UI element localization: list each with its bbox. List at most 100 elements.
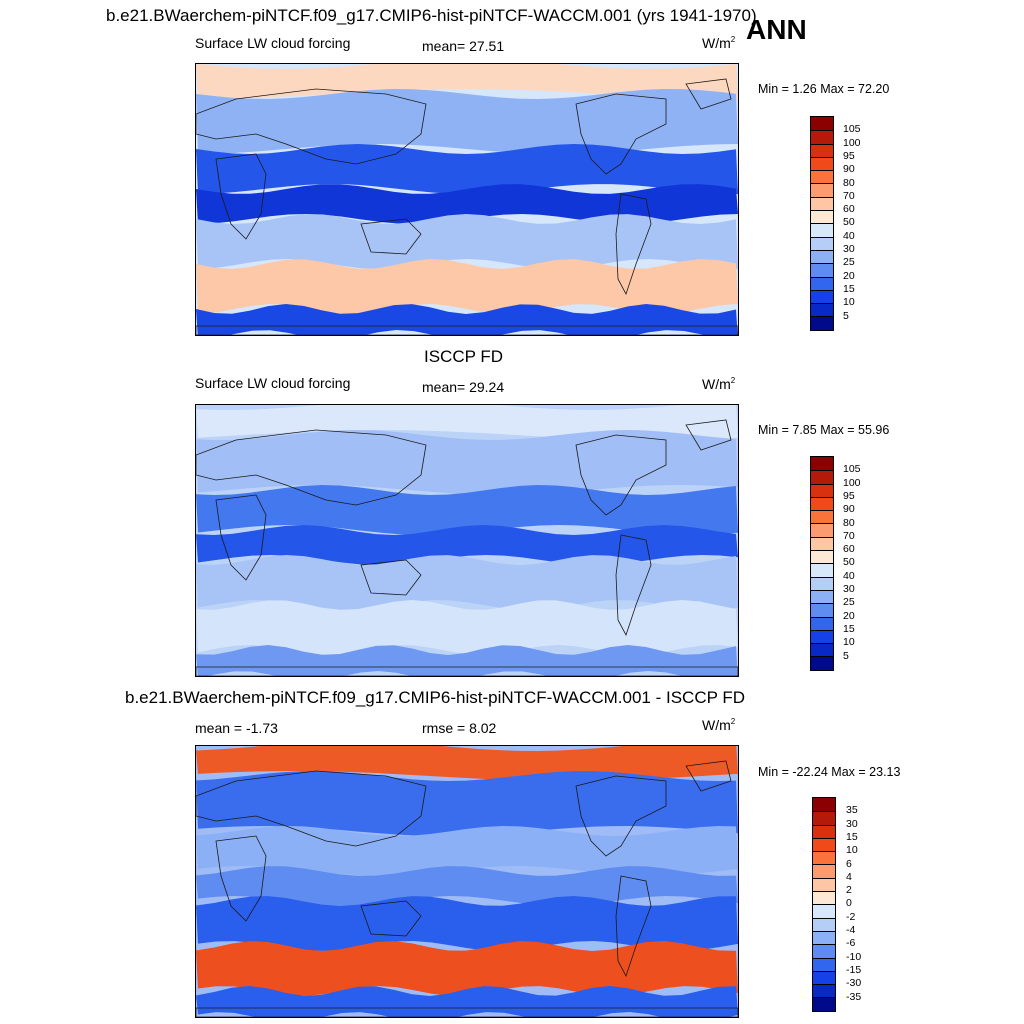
colorbar-swatch [813, 824, 835, 838]
colorbar-tick-label: 10 [843, 636, 855, 649]
panel-model-field-label: Surface LW cloud forcing [195, 35, 351, 51]
colorbar-swatch [811, 183, 833, 197]
colorbar-tick-label: 25 [843, 596, 855, 609]
panel-model-units: W/m2 [702, 35, 736, 51]
panel-obs-units: W/m2 [702, 376, 736, 392]
colorbar-swatch [811, 156, 833, 171]
coastline [215, 494, 267, 581]
colorbar-swatch [813, 957, 835, 971]
colorbar-tick-label: -35 [846, 990, 862, 1003]
panel-model-minmax: Min = 1.26 Max = 72.20 [758, 82, 890, 96]
colorbar-tick-label: 105 [843, 123, 861, 136]
colorbar-swatch [811, 523, 833, 537]
coastline [685, 78, 732, 110]
colorbar-swatch [813, 798, 835, 812]
coastline [615, 875, 652, 978]
colorbar-tick-label: 20 [843, 609, 855, 622]
field-band-itcz [196, 866, 738, 906]
colorbar-tick-label: -10 [846, 950, 862, 963]
panel-diff-map [195, 745, 739, 1018]
colorbar-tick-label: 50 [843, 556, 855, 569]
colorbar-tick-label: 30 [843, 583, 855, 595]
coastline [196, 325, 738, 335]
field-band-southern-ocean [196, 600, 738, 655]
colorbar-tick-label: 90 [843, 163, 855, 176]
field-band-antarctic [196, 304, 738, 335]
colorbar-tick-label: 70 [843, 189, 855, 202]
colorbar-tick-label: 30 [846, 817, 858, 830]
colorbar-swatch [813, 997, 835, 1011]
colorbar-tick-label: 70 [843, 529, 855, 542]
coastline [575, 775, 667, 857]
field-band-antarctic [196, 986, 738, 1017]
figure-title: b.e21.BWaerchem-piNTCF.f09_g17.CMIP6-his… [106, 6, 757, 25]
coastline [196, 429, 427, 506]
field-band-south-midlat [196, 214, 738, 269]
colorbar-tick-label: -30 [846, 977, 862, 990]
coastline [615, 193, 652, 296]
panel-diff-units: W/m2 [702, 717, 736, 733]
field-band-southern-ocean [196, 259, 738, 314]
colorbar-swatch [811, 536, 833, 551]
colorbar-tick-label: 15 [843, 282, 855, 295]
field-band-south-midlat [196, 555, 738, 610]
colorbar-swatch [813, 944, 835, 958]
coastline [575, 93, 667, 175]
season-label: ANN [746, 14, 807, 45]
coastline [685, 760, 732, 792]
colorbar-swatch [813, 891, 835, 905]
colorbar-swatch [811, 263, 833, 277]
colorbar-swatch [811, 210, 833, 224]
colorbar-swatch [811, 196, 833, 211]
colorbar-swatch [811, 130, 833, 144]
colorbar-tick-label: 100 [843, 476, 861, 489]
panel-model-map [195, 63, 739, 336]
colorbar-tick-label: 40 [843, 229, 855, 242]
field-band-itcz [196, 184, 738, 224]
field-band-antarctic [196, 645, 738, 676]
colorbar-swatch [811, 143, 833, 157]
panel-obs-minmax: Min = 7.85 Max = 55.96 [758, 423, 890, 437]
colorbar-swatch [811, 316, 833, 330]
coastline [215, 835, 267, 922]
colorbar-swatch [813, 904, 835, 918]
coastline [196, 770, 427, 847]
colorbar-swatch [813, 877, 835, 892]
colorbar-swatch [811, 550, 833, 564]
colorbar-tick-label: -4 [846, 924, 856, 936]
panel-model-colorbar [810, 116, 834, 331]
coastline [215, 153, 267, 240]
field-band-southern-ocean [196, 941, 738, 996]
colorbar-swatch [811, 457, 833, 471]
colorbar-tick-label: 5 [843, 309, 849, 322]
colorbar-tick-label: -2 [846, 910, 856, 923]
coastline [360, 900, 422, 937]
field-band-itcz [196, 525, 738, 565]
colorbar-tick-label: -15 [846, 963, 862, 976]
field-band-north-midlat [196, 771, 738, 836]
colorbar-swatch [811, 117, 833, 131]
colorbar-tick-label: 40 [843, 569, 855, 582]
colorbar-swatch [811, 223, 833, 237]
coastline [360, 218, 422, 255]
coastline [196, 666, 738, 676]
coastline [575, 434, 667, 516]
colorbar-tick-label: 0 [846, 897, 852, 910]
colorbar-swatch [811, 483, 833, 497]
panel-diff-rmse: rmse = 8.02 [422, 720, 497, 736]
field-band-tropics [196, 826, 738, 876]
colorbar-tick-label: 50 [843, 216, 855, 229]
field-band-tropics [196, 144, 738, 194]
colorbar-swatch [811, 629, 833, 644]
panel-obs-title: ISCCP FD [424, 347, 504, 366]
colorbar-tick-label: 100 [843, 136, 861, 149]
colorbar-swatch [813, 970, 835, 985]
colorbar-swatch [811, 563, 833, 577]
colorbar-tick-label: 105 [843, 463, 861, 476]
coastline [196, 88, 427, 165]
colorbar-swatch [813, 917, 835, 931]
colorbar-swatch [811, 496, 833, 511]
colorbar-tick-label: -6 [846, 937, 856, 950]
colorbar-tick-label: 95 [843, 489, 855, 502]
colorbar-tick-label: 30 [843, 243, 855, 255]
